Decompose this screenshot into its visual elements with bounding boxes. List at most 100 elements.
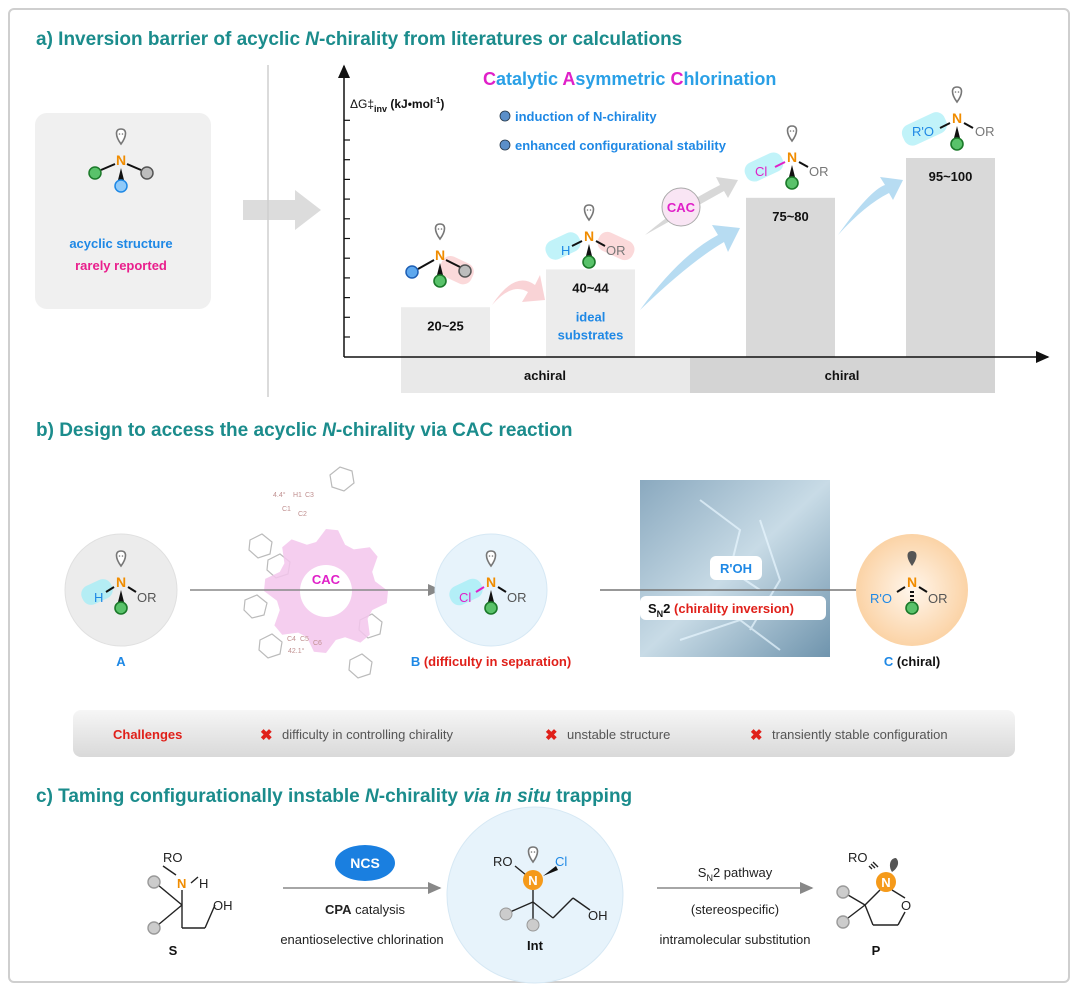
y-axis-label: ΔG‡inv (kJ•mol-1) — [350, 96, 444, 114]
svg-text:OR: OR — [809, 164, 829, 179]
svg-text:OR: OR — [975, 124, 995, 139]
molecule-B: N Cl OR — [449, 550, 527, 615]
ncs-badge — [335, 845, 395, 881]
group-band-achiral — [401, 357, 690, 393]
sn2-label: SN2 (chirality inversion) — [648, 601, 794, 619]
label-C: C (chiral) — [884, 654, 940, 669]
heading-italic: N — [322, 420, 336, 441]
svg-text:N: N — [787, 149, 797, 165]
svg-text:C6: C6 — [313, 640, 322, 647]
acyclic-structure-card — [35, 113, 211, 309]
heading-text: -chirality from literatures or calculati… — [319, 29, 683, 50]
sn2-box — [640, 596, 826, 620]
cl-label: Cl — [555, 854, 567, 869]
molecule-ro-n-or: N R'O OR — [901, 86, 995, 151]
circle-C — [856, 534, 968, 646]
bars: 20~25 40~44 ideal substrates 75~80 95~100 — [401, 158, 995, 357]
svg-text:C2: C2 — [298, 511, 307, 518]
circle-Int — [446, 806, 624, 984]
challenges-label: Challenges — [113, 727, 182, 742]
heading-text: c) Taming configurationally instable — [36, 786, 366, 807]
molecule-S — [147, 865, 216, 935]
heading-text: a) Inversion barrier of acyclic — [36, 29, 306, 50]
svg-text:OR: OR — [606, 243, 626, 258]
cac-label: CAC — [312, 572, 341, 587]
svg-text:OR: OR — [507, 590, 527, 605]
step2-label: intramolecular substitution — [659, 932, 810, 947]
generic-amine-molecule: N — [88, 128, 154, 193]
reagent-label: R'OH — [720, 561, 752, 576]
svg-text:Cl: Cl — [755, 164, 767, 179]
label-A: A — [116, 654, 126, 669]
molecule-h-n-or: N H OR — [545, 204, 635, 269]
nitrogen-label: N — [116, 152, 126, 168]
bar-95~100 — [906, 158, 995, 357]
molecule-C: N R'O OR — [870, 551, 948, 615]
challenges-bar — [73, 710, 1015, 757]
nitrogen-label: N — [528, 873, 537, 888]
step-arrow-icon — [640, 225, 740, 310]
heading-text: -chirality via CAC reaction — [335, 420, 573, 441]
heading-text: trapping — [550, 786, 633, 807]
challenge-item: transiently stable configuration — [772, 727, 948, 742]
label-Int: Int — [527, 938, 544, 953]
heading-a: a) Inversion barrier of acyclic N-chiral… — [36, 29, 682, 51]
reagent-box — [710, 556, 762, 580]
bar-note: ideal — [576, 309, 606, 324]
o-label: O — [901, 898, 911, 913]
heading-text: b) Design to access the acyclic — [36, 420, 323, 441]
heading-italic: N — [365, 786, 379, 807]
svg-text:OR: OR — [928, 591, 948, 606]
bullet-icon — [499, 139, 511, 151]
y-ticks — [344, 119, 350, 338]
svg-text:N: N — [116, 574, 126, 590]
ro-label: RO — [848, 850, 868, 865]
svg-text:C1: C1 — [282, 506, 291, 513]
svg-text:R'O: R'O — [870, 591, 892, 606]
bar-75~80 — [746, 197, 835, 357]
bar-20~25 — [401, 307, 490, 357]
step-arrow-icon — [492, 275, 545, 305]
bar-label: 95~100 — [929, 169, 973, 184]
big-arrow-icon — [243, 190, 321, 230]
molecule-cl-n-or: N Cl OR — [744, 125, 829, 190]
group-label-achiral: achiral — [524, 368, 566, 383]
heading-italic: N — [305, 29, 320, 50]
xray-labels: 4.4° H1 C3 C1 C2 C4 C5 C6 42.1° — [273, 491, 322, 655]
molecule-A: N H OR — [81, 550, 157, 615]
bar-label: 75~80 — [772, 209, 809, 224]
cac-label: CAC — [667, 200, 696, 215]
challenge-item: difficulty in controlling chirality — [282, 727, 453, 742]
cross-icon: ✖ — [750, 727, 763, 744]
svg-text:C3: C3 — [305, 492, 314, 499]
svg-text:R'O: R'O — [912, 124, 934, 139]
label-B: B (difficulty in separation) — [411, 654, 571, 669]
cross-icon: ✖ — [260, 727, 273, 744]
challenge-item: unstable structure — [567, 727, 670, 742]
gear-hole — [300, 565, 352, 617]
ncs-label: NCS — [350, 855, 380, 871]
svg-text:N: N — [952, 110, 962, 126]
molecule-achiral-1: N — [405, 223, 474, 288]
card-line1: acyclic structure — [69, 236, 172, 251]
svg-text:H: H — [94, 590, 103, 605]
svg-text:N: N — [435, 247, 445, 263]
card-line2: rarely reported — [75, 258, 167, 273]
cross-icon: ✖ — [545, 727, 558, 744]
heading-c: c) Taming configurationally instable N-c… — [36, 786, 632, 808]
svg-text:Cl: Cl — [459, 590, 471, 605]
sn2-pathway-label: SN2 pathway — [698, 865, 773, 883]
oh-label: OH — [213, 898, 233, 913]
chart-title: Catalytic Asymmetric Chlorination — [483, 69, 776, 89]
bar-note: substrates — [558, 327, 624, 342]
bullet-text: enhanced configurational stability — [515, 138, 727, 153]
cpa-label: CPA catalysis — [325, 902, 405, 917]
label-S: S — [169, 943, 178, 958]
ro-label: RO — [493, 854, 513, 869]
group-band-chiral — [690, 357, 995, 393]
heading-text: -chirality — [378, 786, 464, 807]
oh-label: OH — [588, 908, 608, 923]
step1-label: enantioselective chlorination — [280, 932, 443, 947]
bar-label: 20~25 — [427, 318, 464, 333]
